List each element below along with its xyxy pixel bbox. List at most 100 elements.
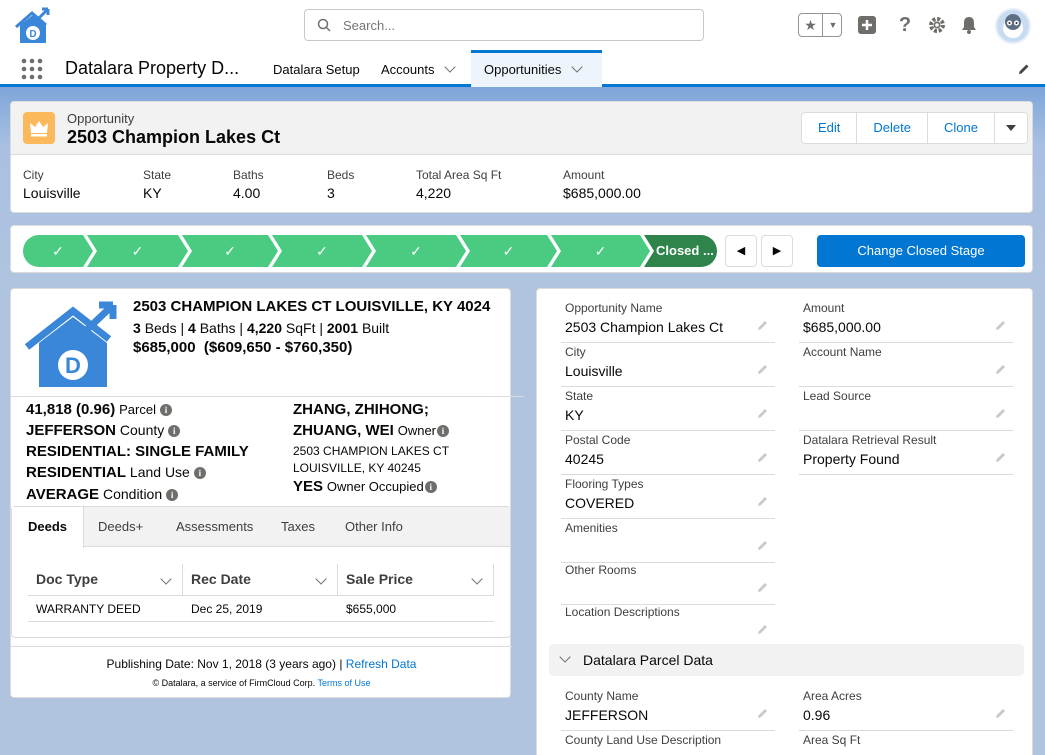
field-label: Amount: [803, 301, 845, 315]
tab-label: Opportunities: [484, 62, 562, 77]
field-value: Louisville: [565, 363, 623, 379]
pencil-icon[interactable]: [757, 363, 769, 375]
field-label: Other Rooms: [565, 563, 637, 577]
tab-datalara-setup[interactable]: Datalara Setup: [273, 50, 360, 87]
bell-icon[interactable]: [958, 14, 980, 36]
terms-of-use-link[interactable]: Terms of Use: [317, 678, 371, 688]
pencil-icon[interactable]: [757, 539, 769, 551]
path-step-complete[interactable]: ✓: [23, 235, 93, 267]
path-step-complete[interactable]: ✓: [182, 235, 278, 267]
tab-accounts[interactable]: Accounts: [381, 50, 457, 87]
field-label: Area Sq Ft: [803, 733, 861, 747]
tab-deeds-plus[interactable]: Deeds+: [98, 519, 144, 534]
datalara-logo[interactable]: D: [12, 5, 56, 45]
field-county-name: County Name JEFFERSON: [561, 687, 775, 731]
info-icon[interactable]: i: [193, 467, 206, 480]
land-use-value: RESIDENTIAL: SINGLE FAMILY: [26, 443, 249, 460]
app-launcher-icon[interactable]: [21, 58, 43, 80]
add-icon[interactable]: [856, 14, 878, 36]
owner-value: ZHANG, ZHIHONG;: [293, 401, 429, 418]
pencil-icon[interactable]: [757, 623, 769, 635]
tab-other-info[interactable]: Other Info: [345, 519, 403, 534]
field-value: Property Found: [803, 451, 900, 467]
column-header-rec-date[interactable]: Rec Date: [183, 564, 338, 595]
chevron-down-icon[interactable]: [559, 651, 571, 663]
edit-button[interactable]: Edit: [802, 113, 858, 143]
pencil-icon[interactable]: [757, 407, 769, 419]
property-tabset: Deeds Deeds+ Assessments Taxes Other Inf…: [11, 506, 511, 638]
field-label: City: [565, 345, 586, 359]
path-prev-button[interactable]: ◀: [725, 235, 757, 267]
tab-opportunities[interactable]: Opportunities: [471, 50, 602, 87]
chevron-down-icon[interactable]: [444, 61, 457, 73]
field-value: 0.96: [803, 707, 831, 723]
path-step-complete[interactable]: ✓: [551, 235, 650, 267]
global-search[interactable]: [304, 9, 704, 41]
record-actions: Edit Delete Clone: [801, 112, 1028, 144]
field-location-descriptions: Location Descriptions: [561, 603, 775, 647]
path-step-current[interactable]: Closed ...: [644, 235, 717, 267]
column-header-doc-type[interactable]: Doc Type: [28, 564, 183, 595]
info-icon[interactable]: i: [159, 404, 172, 417]
chevron-down-icon[interactable]: [571, 61, 583, 73]
beds-label: Beds: [144, 320, 177, 336]
field-value: 2503 Champion Lakes Ct: [565, 319, 723, 335]
column-header-sale-price[interactable]: Sale Price: [338, 564, 494, 595]
clone-button[interactable]: Clone: [928, 113, 995, 143]
pencil-icon[interactable]: [995, 407, 1007, 419]
path-step-complete[interactable]: ✓: [272, 235, 372, 267]
pencil-icon[interactable]: [757, 495, 769, 507]
field-label: Area Acres: [803, 689, 862, 703]
divider: [11, 396, 524, 397]
field-account-name: Account Name: [799, 343, 1013, 387]
pencil-icon[interactable]: [995, 451, 1007, 463]
change-closed-stage-button[interactable]: Change Closed Stage: [817, 235, 1025, 267]
field-label: Datalara Retrieval Result: [803, 433, 937, 447]
info-icon[interactable]: i: [424, 481, 437, 494]
publishing-info: Publishing Date: Nov 1, 2018 (3 years ag…: [11, 657, 512, 671]
tab-deeds[interactable]: Deeds: [12, 507, 85, 548]
pencil-icon[interactable]: [995, 319, 1007, 331]
user-avatar[interactable]: [995, 8, 1031, 44]
path-next-button[interactable]: ▶: [761, 235, 793, 267]
path-step-complete[interactable]: ✓: [460, 235, 557, 267]
info-icon[interactable]: i: [168, 425, 181, 438]
parcel-value: 41,818 (0.96): [26, 401, 116, 418]
path-step-complete[interactable]: ✓: [366, 235, 466, 267]
favorites-button[interactable]: ★ ▼: [798, 13, 842, 37]
owner-occupied-label: Owner Occupied: [326, 479, 424, 494]
delete-button[interactable]: Delete: [857, 113, 928, 143]
pencil-icon[interactable]: [757, 707, 769, 719]
pencil-icon[interactable]: [995, 363, 1007, 375]
pencil-icon[interactable]: [757, 451, 769, 463]
field-label: Flooring Types: [565, 477, 644, 491]
star-icon[interactable]: ★: [799, 14, 823, 36]
field-flooring-types: Flooring Types COVERED: [561, 475, 775, 519]
pencil-icon[interactable]: [757, 319, 769, 331]
chevron-down-icon[interactable]: [160, 573, 172, 585]
chevron-down-icon[interactable]: [315, 573, 327, 585]
more-actions-button[interactable]: [995, 113, 1027, 143]
info-icon[interactable]: i: [166, 489, 179, 502]
gear-icon[interactable]: [926, 14, 948, 36]
condition-label: Condition: [102, 486, 163, 502]
path-step-complete[interactable]: ✓: [87, 235, 188, 267]
chevron-down-icon[interactable]: ▼: [828, 20, 838, 30]
help-icon[interactable]: ?: [898, 14, 912, 36]
section-parcel-data[interactable]: Datalara Parcel Data: [549, 644, 1024, 676]
edit-nav-icon[interactable]: [1017, 62, 1031, 76]
search-input[interactable]: [343, 15, 683, 35]
owner-occupied-value: YES: [293, 478, 324, 495]
highlight-value: 4,220: [416, 185, 452, 201]
tab-taxes[interactable]: Taxes: [281, 519, 315, 534]
info-icon[interactable]: i: [437, 425, 450, 438]
refresh-data-link[interactable]: Refresh Data: [345, 657, 417, 671]
tab-assessments[interactable]: Assessments: [176, 519, 254, 534]
field-opportunity-name: Opportunity Name 2503 Champion Lakes Ct: [561, 299, 775, 343]
pencil-icon[interactable]: [995, 707, 1007, 719]
tab-bar: Deeds Deeds+ Assessments Taxes Other Inf…: [12, 507, 510, 548]
opportunity-crown-icon: [23, 112, 55, 144]
chevron-down-icon[interactable]: [471, 573, 483, 585]
highlight-state: State KY: [143, 168, 171, 201]
pencil-icon[interactable]: [757, 581, 769, 593]
